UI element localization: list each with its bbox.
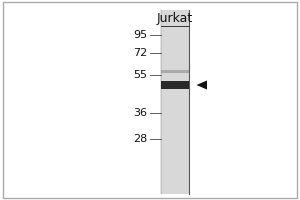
Text: Jurkat: Jurkat: [157, 12, 193, 25]
Text: 95: 95: [133, 30, 147, 40]
Text: 28: 28: [133, 134, 147, 144]
Bar: [160, 10, 189, 194]
Text: 36: 36: [133, 108, 147, 118]
Bar: [160, 70, 189, 73]
Bar: [160, 81, 189, 89]
Text: 72: 72: [133, 48, 147, 58]
Polygon shape: [196, 80, 207, 90]
Text: 55: 55: [133, 70, 147, 80]
